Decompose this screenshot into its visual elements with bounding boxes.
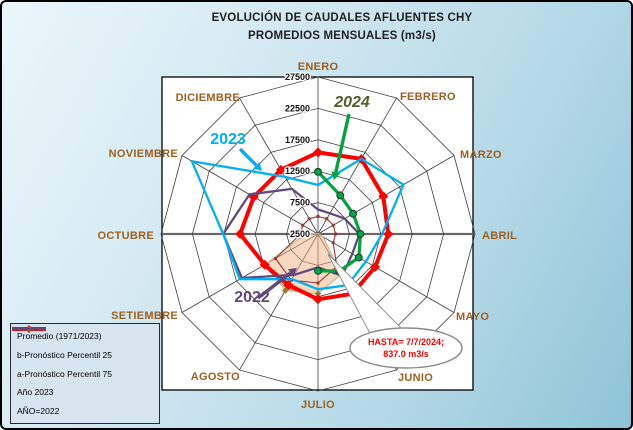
legend-item-1: b-Pronóstico Percentil 25 <box>12 327 155 360</box>
axis-tick-label: 22500 <box>285 103 310 113</box>
month-label-8: SETIEMBRE <box>111 310 178 322</box>
year-arrow-shaft <box>334 113 351 173</box>
month-label-1: FEBRERO <box>400 91 456 103</box>
chart-title-line1: EVOLUCIÓN DE CAUDALES AFLUENTES CHY <box>211 12 473 24</box>
marker-square <box>331 241 335 245</box>
grid-ring <box>160 76 476 392</box>
legend-label: a-Pronóstico Percentil 75 <box>17 368 112 379</box>
grid-ring <box>223 139 413 329</box>
year-arrow-head <box>331 171 341 180</box>
legend-label: Promedio (1971/2023) <box>17 331 102 341</box>
marker-square <box>274 256 278 260</box>
marker-square <box>334 232 338 236</box>
legend-item-4: AÑO=2022 <box>12 327 155 416</box>
year-label-2024: 2024 <box>333 94 370 111</box>
legend: Promedio (1971/2023) b-Pronóstico Percent… <box>10 323 160 424</box>
year-arrow-head <box>287 268 297 277</box>
callout-ellipse <box>349 327 463 369</box>
axis-tick-label: 2500 <box>290 229 310 239</box>
series-line-3 <box>190 157 405 291</box>
marker-square <box>331 223 335 227</box>
grid-ring <box>191 107 445 361</box>
chart-title-line2: PROMEDIOS MENSUALES (m3/s) <box>248 30 436 42</box>
marker-square <box>316 281 320 285</box>
marker-circle <box>336 191 345 200</box>
marker-diamond <box>370 261 381 272</box>
marker-diamond <box>383 229 394 239</box>
marker-circle <box>349 209 358 218</box>
marker-square <box>301 223 305 227</box>
grid-spoke <box>239 97 319 235</box>
chart-title: EVOLUCIÓN DE CAUDALES AFLUENTES CHY PROM… <box>152 9 532 45</box>
grid-spoke <box>317 233 455 313</box>
marker-circle <box>314 167 322 176</box>
month-label-7: AGOSTO <box>191 371 240 383</box>
legend-item-2: a-Pronóstico Percentil 75 <box>12 326 155 379</box>
marker-diamond <box>275 164 286 175</box>
year-arrow-shaft <box>256 271 292 300</box>
year-arrow-shaft <box>238 147 258 167</box>
callout-text-line1: HASTA= 7/7/2024; <box>368 337 444 347</box>
legend-label: b-Pronóstico Percentil 25 <box>17 349 112 360</box>
month-label-0: ENERO <box>298 61 339 73</box>
month-label-6: JULIO <box>301 399 335 411</box>
marker-square <box>325 217 329 221</box>
legend-swatch <box>12 327 46 331</box>
marker-diamond-small <box>302 230 309 238</box>
marker-diamond <box>259 259 270 270</box>
marker-diamond-small <box>282 287 289 294</box>
marker-diamond <box>235 229 246 239</box>
marker-diamond <box>378 191 389 202</box>
legend-item-3: Año 2023 <box>12 327 155 398</box>
legend-label: AÑO=2022 <box>17 406 60 416</box>
axis-tick-label: 17500 <box>285 135 310 145</box>
marker-circle <box>354 253 363 262</box>
month-label-9: OCTUBRE <box>98 230 155 242</box>
marker-square <box>316 214 320 218</box>
marker-square <box>298 232 302 236</box>
axis-tick-label: 12500 <box>285 166 310 176</box>
month-label-5: JUNIO <box>398 372 433 384</box>
marker-diamond <box>313 147 323 158</box>
callout-text-line2: 837.0 m3/s <box>383 349 429 359</box>
year-label-2022: 2022 <box>234 289 270 306</box>
marker-circle <box>356 230 365 238</box>
month-label-2: MARZO <box>460 149 502 161</box>
month-label-10: NOVIEMBRE <box>109 148 178 160</box>
axis-tick-label: 27500 <box>285 72 310 82</box>
marker-circle <box>314 266 322 275</box>
legend-label: Año 2023 <box>17 387 54 398</box>
year-arrow-head <box>253 162 262 171</box>
marker-diamond <box>313 294 323 305</box>
axis-tick-label: 7500 <box>290 198 310 208</box>
year-label-2023: 2023 <box>210 131 246 148</box>
marker-diamond-small <box>314 290 322 297</box>
month-label-4: MAYO <box>456 311 489 323</box>
marker-diamond <box>283 280 294 291</box>
month-label-3: ABRIL <box>482 230 517 242</box>
grid-spoke <box>317 97 397 235</box>
month-label-11: DICIEMBRE <box>176 92 240 104</box>
marker-square <box>307 217 311 221</box>
